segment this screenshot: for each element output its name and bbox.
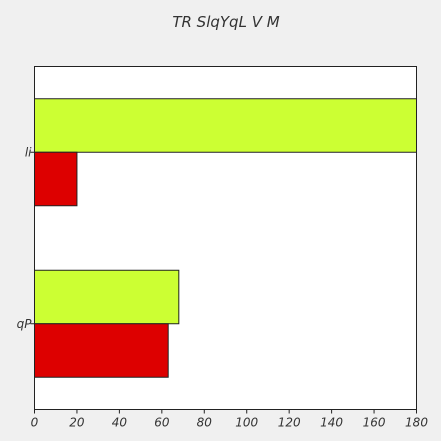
x-tick-label: 60 (154, 416, 170, 430)
bar-li-series-1 (34, 98, 417, 153)
x-tick-label: 40 (112, 416, 128, 430)
y-tick-label-qP: qP (17, 317, 33, 331)
x-tick-label: 20 (69, 416, 85, 430)
y-axis: li qP (17, 145, 35, 331)
x-tick-label: 80 (197, 416, 213, 430)
x-axis: 0 20 40 60 80 100 120 140 160 180 (31, 409, 428, 430)
chart-title: TR SlqYqL V M (172, 13, 279, 31)
x-tick-label: 0 (31, 416, 39, 430)
x-tick-label: 100 (235, 416, 258, 430)
x-tick-label: 120 (278, 416, 301, 430)
bars-group (34, 98, 417, 378)
bar-qP-series-1 (34, 269, 180, 325)
bar-qP-series-2 (34, 323, 169, 378)
x-tick-label: 140 (320, 416, 343, 430)
bar-li-series-2 (34, 151, 78, 207)
x-tick-label: 180 (405, 416, 428, 430)
y-tick-label-li: li (25, 145, 32, 159)
x-tick-label: 160 (363, 416, 386, 430)
